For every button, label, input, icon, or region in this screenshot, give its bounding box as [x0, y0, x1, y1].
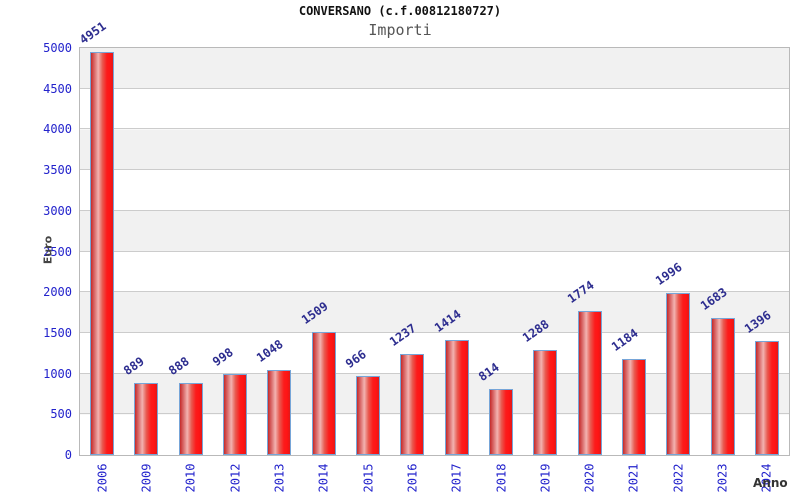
x-tick-label-text: 2010 — [183, 463, 198, 493]
y-tick-label-1500: 1500 — [43, 325, 72, 340]
bar-2020 — [577, 310, 602, 455]
bar-2019 — [533, 350, 558, 455]
x-tick-label-2012: 2012 — [213, 458, 257, 498]
gridline-500 — [80, 413, 789, 415]
bar-2017 — [444, 339, 469, 455]
x-tick-label-2006: 2006 — [80, 458, 124, 498]
bar-2009 — [134, 382, 159, 455]
gridline-3000 — [80, 209, 789, 211]
chart-title: CONVERSANO (c.f.00812180727) — [298, 4, 502, 18]
bar-2013 — [267, 369, 292, 455]
x-tick-label-2018: 2018 — [479, 458, 523, 498]
bar-2023 — [710, 318, 735, 455]
y-tick-label-2000: 2000 — [43, 285, 72, 300]
y-tick-label-4000: 4000 — [43, 122, 72, 137]
x-tick-label-2016: 2016 — [390, 458, 434, 498]
x-tick-label-text: 2009 — [139, 463, 154, 493]
x-tick-label-text: 2016 — [405, 463, 420, 493]
x-tick-label-text: 2014 — [316, 463, 331, 493]
bar-2012 — [223, 373, 248, 455]
plot-area — [79, 47, 790, 456]
gridline-3500 — [80, 169, 789, 171]
x-tick-label-text: 2015 — [361, 463, 376, 493]
x-tick-label-2014: 2014 — [302, 458, 346, 498]
bar-2016 — [400, 354, 425, 455]
y-tick-label-4500: 4500 — [43, 81, 72, 96]
bar-2018 — [488, 388, 513, 455]
y-tick-label-3000: 3000 — [43, 203, 72, 218]
x-tick-label-text: 2022 — [671, 463, 686, 493]
x-tick-label-text: 2021 — [626, 463, 641, 493]
gridline-2000 — [80, 291, 789, 293]
y-tick-label-2500: 2500 — [43, 244, 72, 259]
x-tick-label-text: 2017 — [449, 463, 464, 493]
y-axis-title: Euro — [41, 235, 55, 265]
x-tick-label-2022: 2022 — [656, 458, 700, 498]
x-tick-label-2017: 2017 — [435, 458, 479, 498]
x-tick-label-text: 2018 — [493, 463, 508, 493]
bar-2006 — [90, 52, 115, 455]
y-tick-label-0: 0 — [64, 448, 72, 462]
x-tick-label-text: 2013 — [272, 463, 287, 493]
y-tick-label-3500: 3500 — [43, 163, 72, 178]
gridline-2500 — [80, 250, 789, 252]
x-tick-label-2010: 2010 — [169, 458, 213, 498]
x-tick-label-2020: 2020 — [568, 458, 612, 498]
y-tick-label-1000: 1000 — [43, 366, 72, 381]
bar-2014 — [311, 332, 336, 455]
x-tick-label-2009: 2009 — [124, 458, 168, 498]
gridline-4000 — [80, 128, 789, 130]
chart-subtitle: Importi — [368, 21, 432, 39]
gridline-1500 — [80, 331, 789, 333]
x-tick-label-text: 2019 — [538, 463, 553, 493]
bar-2022 — [666, 292, 691, 455]
x-tick-label-text: 2023 — [715, 463, 730, 493]
x-tick-label-text: 2020 — [582, 463, 597, 493]
bar-2015 — [356, 376, 381, 455]
x-tick-label-2023: 2023 — [701, 458, 745, 498]
y-tick-label-5000: 5000 — [43, 41, 72, 55]
x-axis-title: Anno — [753, 476, 788, 490]
bar-2021 — [621, 358, 646, 455]
y-tick-label-500: 500 — [50, 407, 72, 422]
x-tick-label-2013: 2013 — [257, 458, 301, 498]
bar-2024 — [754, 341, 779, 455]
x-tick-label-2015: 2015 — [346, 458, 390, 498]
gridline-4500 — [80, 87, 789, 89]
x-tick-label-text: 2012 — [228, 463, 243, 493]
x-tick-label-2021: 2021 — [612, 458, 656, 498]
x-tick-label-text: 2006 — [95, 463, 110, 493]
bar-2010 — [178, 382, 203, 455]
x-tick-label-2019: 2019 — [523, 458, 567, 498]
gridline-1000 — [80, 372, 789, 374]
